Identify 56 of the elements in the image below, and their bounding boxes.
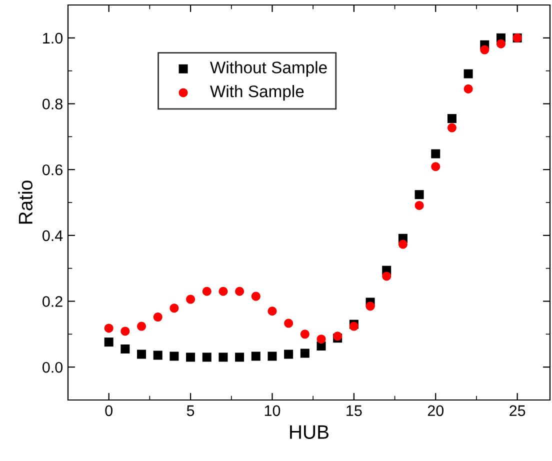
point — [414, 190, 424, 200]
y-tick-label: 0.0 — [42, 362, 63, 373]
point — [366, 302, 375, 311]
point — [120, 344, 130, 354]
point — [268, 352, 277, 361]
x-tick-label: 15 — [346, 405, 362, 416]
point — [316, 334, 326, 344]
point — [137, 322, 146, 331]
x-tick-label: 25 — [510, 405, 526, 416]
point — [137, 350, 146, 359]
y-tick-label: 1.0 — [43, 32, 63, 44]
point — [431, 162, 440, 172]
point — [202, 286, 212, 296]
point — [153, 350, 162, 360]
y-axis-title: Ratio — [18, 180, 33, 224]
point — [447, 123, 456, 132]
point — [186, 352, 196, 362]
x-tick-label: 20 — [428, 405, 444, 416]
legend-label: With Sample — [210, 85, 304, 101]
point — [120, 326, 130, 336]
point — [447, 114, 456, 124]
point — [153, 312, 162, 322]
point — [202, 352, 212, 362]
point — [284, 318, 294, 328]
y-tick-label: 0.4 — [42, 230, 63, 242]
point — [170, 352, 179, 361]
point — [104, 324, 114, 333]
y-tick-label: 0.8 — [42, 98, 62, 110]
x-axis-title: HUB — [290, 425, 328, 439]
point — [104, 338, 114, 347]
point — [480, 45, 490, 54]
point — [251, 352, 260, 361]
point — [496, 39, 506, 48]
point — [170, 304, 179, 313]
point — [186, 294, 196, 304]
point — [464, 84, 473, 94]
x-tick-label: 10 — [264, 405, 280, 416]
point — [251, 292, 260, 301]
x-tick-label: 5 — [186, 405, 194, 416]
point — [431, 149, 440, 158]
point — [235, 286, 244, 296]
legend-label: Without Sample — [210, 61, 327, 77]
point — [268, 306, 277, 316]
point — [300, 330, 310, 339]
x-tick-label: 0 — [105, 405, 112, 416]
point — [414, 200, 424, 210]
point — [284, 350, 294, 359]
point — [300, 348, 310, 358]
y-tick-label: 0.6 — [42, 164, 62, 176]
point — [464, 69, 473, 78]
point — [235, 352, 244, 362]
y-tick-label: 0.2 — [42, 296, 62, 307]
point — [382, 272, 392, 281]
point — [398, 240, 408, 249]
point — [218, 352, 228, 362]
point — [218, 286, 228, 296]
